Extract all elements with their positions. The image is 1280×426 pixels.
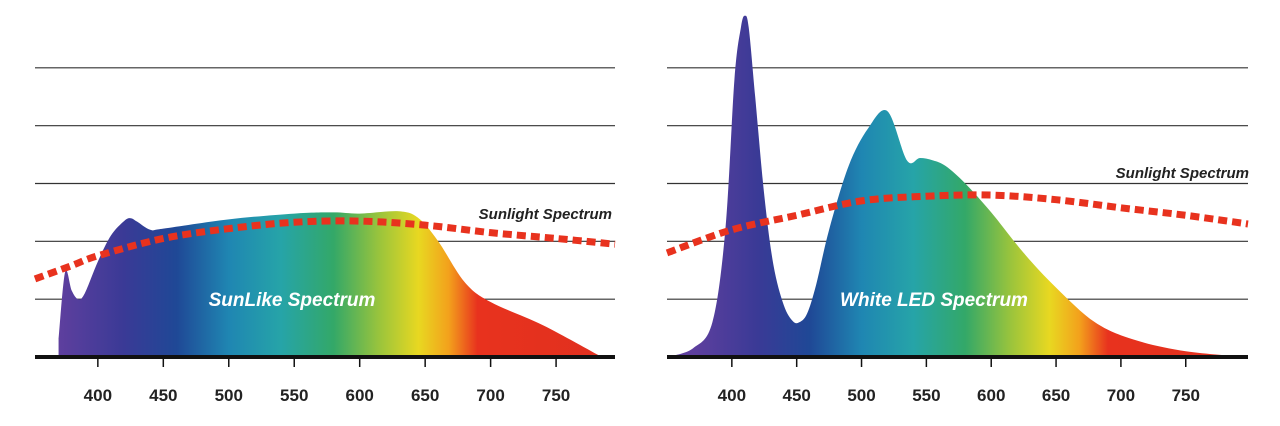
chart-sunlike: 400 450 500 550 600 650 700 750 Sunlight Spectru… — [33, 67, 616, 405]
x-tick-label-sunlike-400: 400 — [84, 386, 112, 405]
x-tick-label-white-led-500: 500 — [847, 386, 875, 405]
sunlight-label-white-led: Sunlight Spectrum — [1116, 165, 1249, 182]
x-tick-label-sunlike-700: 700 — [476, 386, 504, 405]
x-tick-label-white-led-400: 400 — [718, 386, 746, 405]
chart-white-led: 400 450 500 550 600 650 700 750 Sunlight Spectru… — [665, 15, 1249, 405]
x-tick-label-white-led-750: 750 — [1172, 386, 1200, 405]
sunlight-curve-sunlike — [33, 217, 616, 283]
spectrum-area-sunlike — [58, 211, 602, 357]
x-tick-label-white-led-700: 700 — [1107, 386, 1135, 405]
spectrum-label-white-led: White LED Spectrum — [840, 290, 1028, 311]
x-tick-label-sunlike-550: 550 — [280, 386, 308, 405]
x-tick-label-sunlike-650: 650 — [411, 386, 439, 405]
x-tick-label-white-led-600: 600 — [977, 386, 1005, 405]
spectrum-label-sunlike: SunLike Spectrum — [209, 290, 376, 311]
x-tick-label-white-led-550: 550 — [912, 386, 940, 405]
sunlight-label-sunlike: Sunlight Spectrum — [479, 206, 612, 223]
x-tick-label-white-led-650: 650 — [1042, 386, 1070, 405]
x-tick-label-white-led-450: 450 — [783, 386, 811, 405]
sunlight-curve-white-led — [665, 191, 1249, 257]
x-tick-label-sunlike-750: 750 — [542, 386, 570, 405]
spectrum-area-white-led — [667, 15, 1248, 357]
x-tick-label-sunlike-600: 600 — [346, 386, 374, 405]
x-tick-label-sunlike-450: 450 — [149, 386, 177, 405]
x-tick-label-sunlike-500: 500 — [215, 386, 243, 405]
